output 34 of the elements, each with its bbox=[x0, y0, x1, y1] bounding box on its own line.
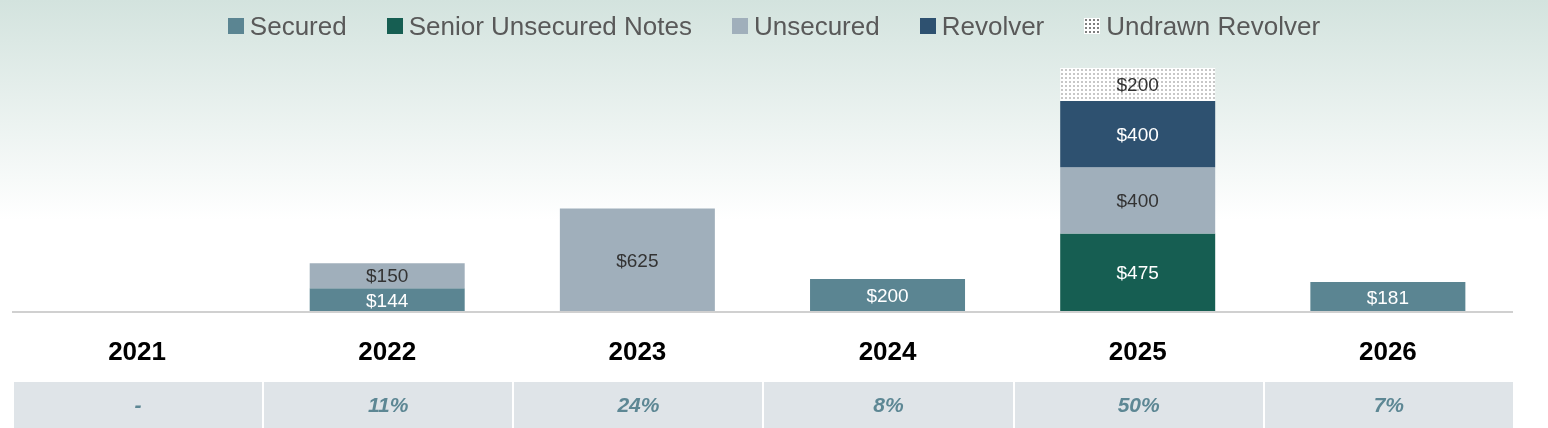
bar bbox=[1060, 233, 1216, 312]
data-label: $475 bbox=[1116, 262, 1159, 284]
text: - bbox=[134, 393, 142, 417]
x-tick-label: 2024 bbox=[858, 336, 918, 367]
data-label: $144 bbox=[366, 289, 409, 311]
bar bbox=[1060, 68, 1216, 102]
bar bbox=[309, 263, 465, 289]
data-label: $200 bbox=[866, 284, 909, 306]
x-tick-label: 2023 bbox=[608, 336, 667, 367]
data-label: $400 bbox=[1116, 189, 1159, 211]
text: 7% bbox=[1373, 393, 1405, 417]
data-label: $181 bbox=[1366, 286, 1410, 308]
legend-label: Senior Unsecured Notes bbox=[408, 10, 692, 42]
legend-label: Unsecured bbox=[753, 10, 880, 42]
text: 8% bbox=[873, 393, 904, 417]
bar bbox=[559, 208, 715, 312]
text: 11% bbox=[367, 393, 409, 417]
legend-label: Secured bbox=[249, 10, 347, 42]
bar bbox=[1060, 101, 1216, 168]
data-label: $200 bbox=[1116, 74, 1159, 96]
x-tick-label: 2022 bbox=[358, 336, 417, 367]
x-tick-label: 2025 bbox=[1108, 336, 1167, 367]
data-label: $400 bbox=[1116, 123, 1159, 145]
text: 50% bbox=[1117, 393, 1160, 417]
legend-label: Revolver bbox=[941, 10, 1045, 42]
x-tick-label: 2021 bbox=[108, 336, 167, 367]
text: 24% bbox=[617, 393, 660, 417]
bar bbox=[1060, 167, 1216, 234]
bar bbox=[810, 278, 966, 312]
data-label: $625 bbox=[616, 249, 659, 271]
series-label: Undrawn Revolver bbox=[1106, 10, 1321, 42]
data-label: $150 bbox=[366, 265, 409, 287]
bar bbox=[1310, 282, 1466, 312]
x-tick-label: 2026 bbox=[1358, 336, 1417, 367]
